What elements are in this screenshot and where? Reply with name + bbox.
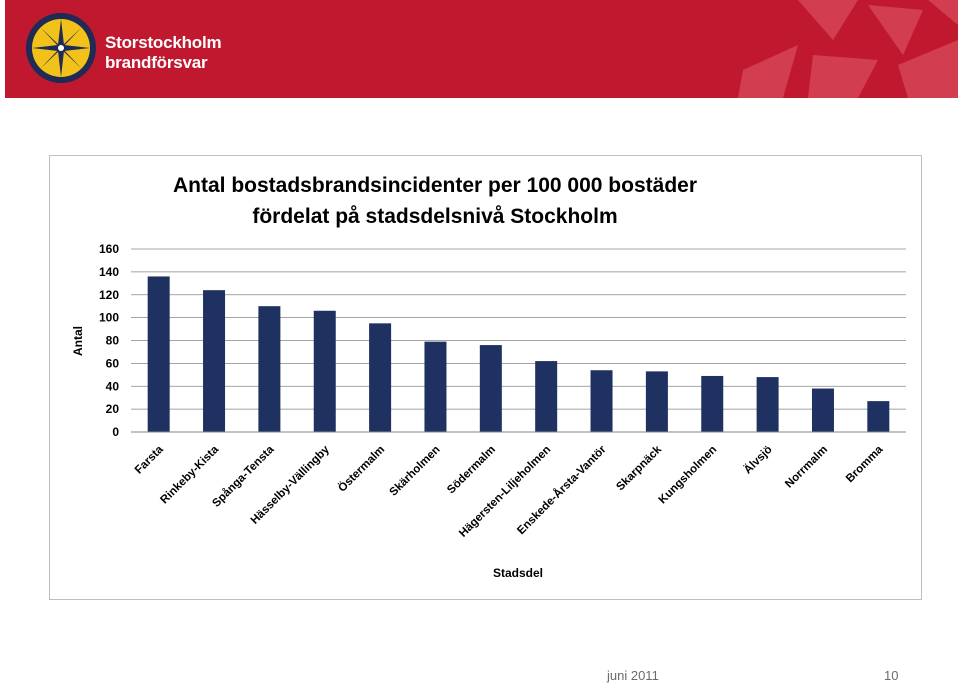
y-tick-label: 100 <box>99 311 119 325</box>
y-tick-label: 20 <box>106 402 120 416</box>
org-name-line2: brandförsvar <box>105 53 208 72</box>
chart-title-line2: fördelat på stadsdelsnivå Stockholm <box>252 205 617 228</box>
bar <box>258 306 281 432</box>
x-category-label: Norrmalm <box>783 444 830 491</box>
gridlines <box>131 248 906 410</box>
x-category-label: Enskede-Årsta-Vantör <box>515 443 610 538</box>
header-banner: Storstockholm brandförsvar <box>5 0 958 98</box>
bar <box>203 290 226 432</box>
bars <box>147 276 890 432</box>
bar <box>701 375 724 432</box>
y-axis-ticks: 0 20 40 60 80 100 120 140 160 <box>99 242 119 439</box>
chart-title-line1: Antal bostadsbrandsincidenter per 100 00… <box>173 174 697 197</box>
y-tick-label: 40 <box>106 379 120 393</box>
bar <box>479 345 502 432</box>
bar <box>811 388 834 432</box>
y-tick-label: 80 <box>106 334 120 348</box>
banner-decoration <box>738 0 958 98</box>
x-category-label: Skärholmen <box>388 444 443 499</box>
organization-name: Storstockholm brandförsvar <box>105 33 222 73</box>
x-category-label: Älvsjö <box>741 443 775 477</box>
x-category-label: Kungsholmen <box>657 444 720 507</box>
x-category-label: Farsta <box>133 443 166 476</box>
x-category-label: Södermalm <box>445 444 498 497</box>
x-category-label: Bromma <box>844 443 886 485</box>
bar <box>424 341 447 432</box>
bar <box>645 371 668 432</box>
footer-date: juni 2011 <box>607 668 659 683</box>
org-name-line1: Storstockholm <box>105 33 222 52</box>
bar <box>147 276 170 432</box>
y-tick-label: 140 <box>99 265 119 279</box>
bar <box>369 323 392 432</box>
x-axis-categories: FarstaRinkeby-KistaSpånga-TenstaHässelby… <box>133 443 886 540</box>
y-axis-label: Antal <box>71 326 85 356</box>
bar <box>756 377 779 432</box>
y-tick-label: 120 <box>99 288 119 302</box>
y-tick-label: 0 <box>112 425 119 439</box>
chart-frame: Antal bostadsbrandsincidenter per 100 00… <box>49 155 922 600</box>
x-category-label: Hägersten-Liljeholmen <box>457 444 553 540</box>
bar <box>313 310 336 432</box>
x-axis-label: Stadsdel <box>493 566 543 580</box>
x-category-label: Rinkeby-Kista <box>158 443 221 506</box>
bar <box>590 370 613 432</box>
page-number: 10 <box>884 668 899 683</box>
bar <box>535 361 558 432</box>
y-tick-label: 160 <box>99 242 119 256</box>
x-category-label: Skarpnäck <box>614 443 664 493</box>
star-compass-icon <box>26 13 96 83</box>
x-category-label: Östermalm <box>336 443 388 495</box>
y-tick-label: 60 <box>106 356 120 370</box>
bar-chart: Antal bostadsbrandsincidenter per 100 00… <box>71 174 906 580</box>
bar <box>867 401 890 432</box>
